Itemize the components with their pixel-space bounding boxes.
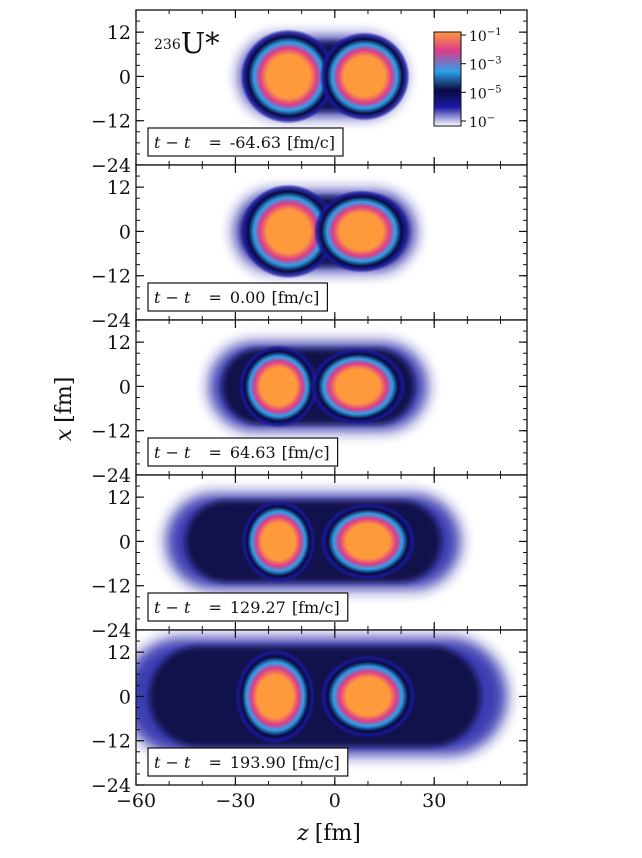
y-tick-label: 0 — [119, 531, 131, 553]
time-label-box — [147, 127, 344, 157]
y-tick-label: −24 — [91, 155, 131, 177]
fragment-2 — [319, 32, 410, 121]
time-label-text: t − t = 129.27 [fm/c] — [154, 598, 340, 617]
time-label-unit: [fm/c] — [287, 133, 335, 152]
y-tick-label: 12 — [107, 177, 131, 199]
time-label-text: t − t = 64.63 [fm/c] — [154, 443, 330, 462]
fragment-1 — [240, 29, 337, 124]
time-label-text: t − t = 0.00 [fm/c] — [154, 288, 319, 307]
y-tick-label: −12 — [91, 731, 131, 753]
y-tick-label: 0 — [119, 686, 131, 708]
x-axis-title: z [fm] — [296, 821, 361, 846]
y-tick-label: −24 — [91, 465, 131, 487]
colorbar: 10−1 10−3 10−5 10− — [433, 27, 502, 131]
time-label-box — [147, 437, 339, 467]
time-label: t − t = 129.27 [fm/c] — [147, 592, 349, 622]
y-tick-label: −12 — [91, 421, 131, 443]
time-label-value: 64.63 — [230, 443, 276, 462]
colorbar-tick-label: 10−5 — [469, 84, 502, 102]
fragment-2 — [313, 190, 410, 273]
time-label-equals: = — [208, 443, 221, 462]
panels: −24 −12 0 12 t − t = -64.63 [fm/c] −24 −12 0 12 t − … — [91, 9, 528, 812]
time-label-equals: = — [208, 133, 221, 152]
density-map — [208, 342, 428, 431]
x-tick-label: 30 — [422, 790, 446, 812]
y-tick-label: 12 — [107, 642, 131, 664]
fragment-1 — [241, 500, 316, 583]
time-label-box — [147, 747, 349, 777]
time-label: t − t = 64.63 [fm/c] — [147, 437, 339, 467]
y-tick-label: 0 — [119, 376, 131, 398]
panel-1: −24 −12 0 12 t − t = -64.63 [fm/c] — [91, 9, 528, 177]
nucleus-label: 236U* — [154, 26, 220, 60]
y-tick-label: 12 — [107, 22, 131, 44]
x-tick-label: −30 — [215, 790, 255, 812]
y-axis-title: x[fm] — [52, 377, 77, 442]
y-tick-label: 0 — [119, 66, 131, 88]
colorbar-gradient — [433, 31, 462, 127]
y-tick-label: −24 — [91, 310, 131, 332]
time-label-value: -64.63 — [230, 133, 281, 152]
fragment-2 — [320, 655, 416, 738]
panel-4: −24 −12 0 12 t − t = 129.27 [fm/c] — [91, 474, 528, 642]
time-label-variable: t − t — [154, 443, 191, 462]
time-label-box — [147, 282, 329, 312]
time-label: t − t = -64.63 [fm/c] — [147, 127, 344, 157]
time-label-unit: [fm/c] — [292, 753, 340, 772]
density-map — [233, 184, 416, 279]
colorbar-tick-label: 10−1 — [469, 27, 502, 45]
y-tick-label: −24 — [91, 620, 131, 642]
y-tick-label: 12 — [107, 332, 131, 354]
time-label-variable: t − t — [154, 753, 191, 772]
time-label-equals: = — [208, 598, 221, 617]
time-label-text: t − t = 193.90 [fm/c] — [154, 753, 340, 772]
time-label-equals: = — [208, 288, 221, 307]
time-label-unit: [fm/c] — [282, 443, 330, 462]
y-tick-label: −12 — [91, 576, 131, 598]
time-label-text: t − t = -64.63 [fm/c] — [154, 133, 335, 152]
y-tick-label: 0 — [119, 221, 131, 243]
y-tick-label: −12 — [91, 266, 131, 288]
time-label-value: 193.90 — [230, 753, 286, 772]
time-label-variable: t − t — [154, 133, 191, 152]
colorbar-tick-label: 10− — [469, 113, 495, 131]
fragment-1 — [235, 649, 315, 744]
time-label: t − t = 193.90 [fm/c] — [147, 747, 349, 777]
time-label-variable: t − t — [154, 288, 191, 307]
time-label-equals: = — [208, 753, 221, 772]
y-tick-label: −12 — [91, 111, 131, 133]
y-tick-label: −24 — [91, 775, 131, 797]
density-map — [238, 29, 410, 124]
time-label-value: 0.00 — [230, 288, 266, 307]
time-label-variable: t − t — [154, 598, 191, 617]
time-label-unit: [fm/c] — [271, 288, 319, 307]
time-label: t − t = 0.00 [fm/c] — [147, 282, 329, 312]
colorbar-tick-label: 10−3 — [469, 56, 502, 74]
time-label-value: 129.27 — [230, 598, 286, 617]
panel-2: −24 −12 0 12 t − t = 0.00 [fm/c] — [91, 164, 528, 332]
density-map — [165, 493, 461, 590]
fragment-2 — [320, 503, 416, 580]
x-tick-label: −60 — [116, 790, 156, 812]
panel-3: −24 −12 0 12 t − t = 64.63 [fm/c] — [91, 319, 528, 487]
x-tick-label: 0 — [329, 790, 341, 812]
time-label-unit: [fm/c] — [292, 598, 340, 617]
fragment-2 — [310, 348, 406, 425]
panel-5: −24 −12 0 12 t − t = 193.90 [fm/c] — [91, 629, 528, 797]
time-label-box — [147, 592, 349, 622]
fragment-1 — [240, 184, 337, 279]
y-tick-label: 12 — [107, 487, 131, 509]
fragment-1 — [238, 345, 319, 428]
density-map — [136, 637, 508, 756]
